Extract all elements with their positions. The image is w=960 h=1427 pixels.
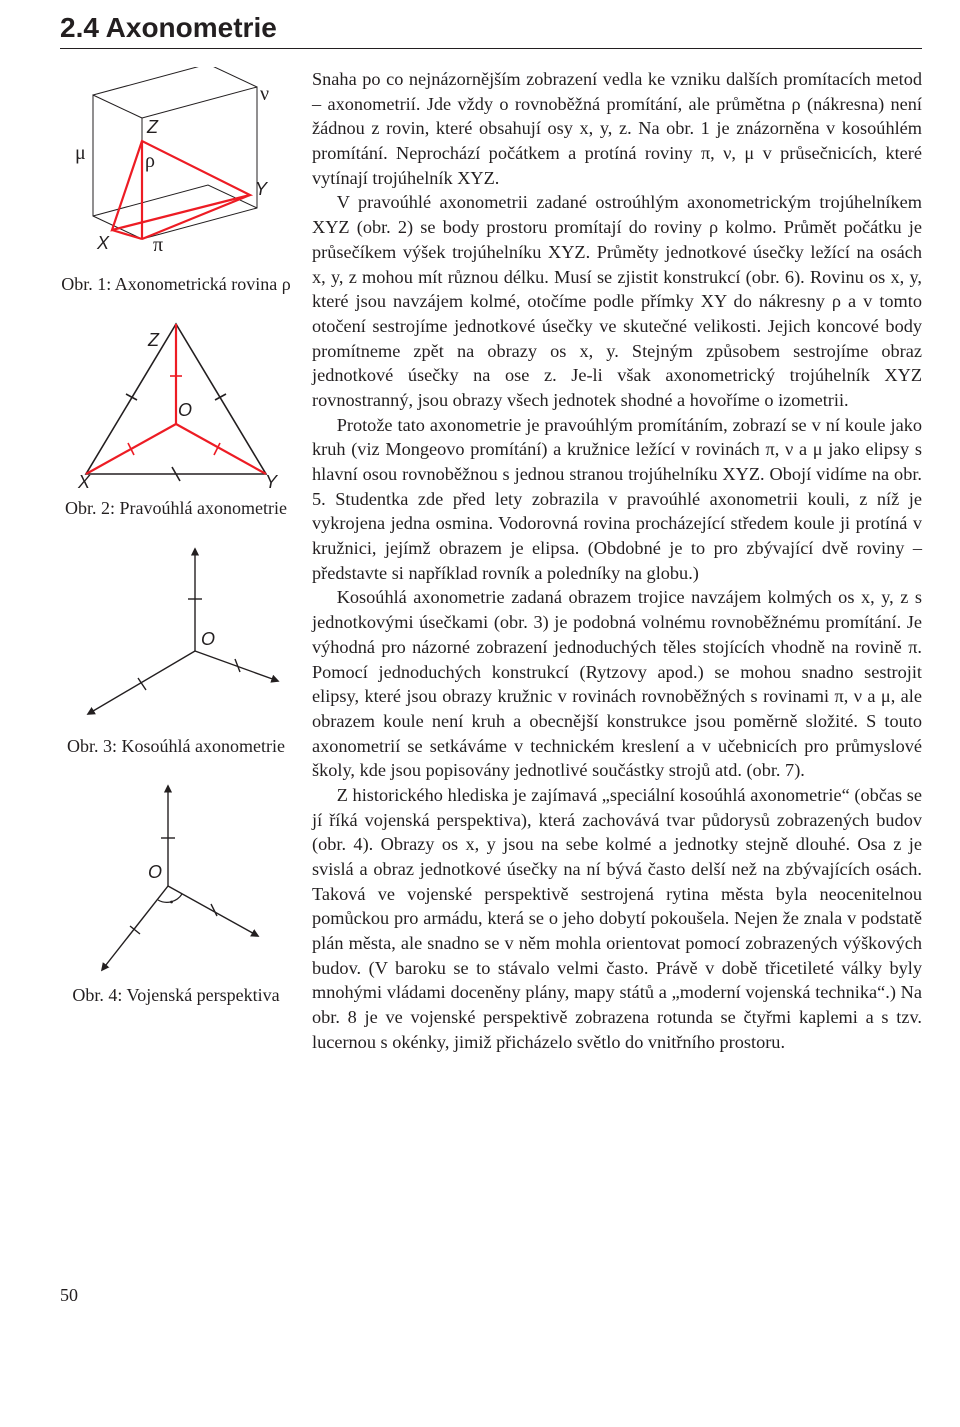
para-5: Z historického hlediska je zajímavá „spe… [312,783,922,1055]
fig2-label-Z: Z [147,330,160,350]
page-number: 50 [60,1285,922,1306]
para-3: Protože tato axonometrie je pravoúhlým p… [312,413,922,586]
para-4: Kosoúhlá axonometrie zadaná obrazem troj… [312,585,922,783]
figure-4-svg: O [60,778,292,978]
para-2: V pravoúhlé axonometrii zadané ostroúhlý… [312,190,922,412]
body-text: Snaha po co nejnázornějším zobrazení ved… [312,67,922,1055]
fig4-label-O: O [148,862,162,882]
para-1: Snaha po co nejnázornějším zobrazení ved… [312,67,922,190]
figure-1-caption: Obr. 1: Axonometrická rovina ρ [61,273,290,296]
fig3-label-O: O [201,629,215,649]
fig1-label-nu: ν [260,83,269,105]
figure-3-svg: O [60,539,292,729]
section-rule [60,48,922,49]
figure-2-svg: Z X Y O [60,316,292,491]
figure-1-svg: Z X Y μ ν ρ π [60,67,292,267]
fig2-label-X: X [77,472,91,491]
fig2-label-O: O [178,400,192,420]
fig1-label-X: X [96,233,110,253]
section-title: 2.4 Axonometrie [60,12,922,44]
fig2-label-Y: Y [265,472,279,491]
figures-column: Z X Y μ ν ρ π Obr. 1: Axonometrická rovi… [60,67,292,1026]
fig1-label-Z: Z [146,117,159,137]
figure-3: O Obr. 3: Kosoúhlá axonometrie [60,539,292,758]
figure-3-caption: Obr. 3: Kosoúhlá axonometrie [67,735,285,758]
content-row: Z X Y μ ν ρ π Obr. 1: Axonometrická rovi… [60,67,922,1055]
figure-4-caption: Obr. 4: Vojenská perspektiva [72,984,279,1007]
fig1-label-mu: μ [75,142,86,164]
figure-2-caption: Obr. 2: Pravoúhlá axonometrie [65,497,287,520]
fig1-label-rho: ρ [145,150,155,172]
figure-2: Z X Y O Obr. 2: Pravoúhlá axonometrie [60,316,292,520]
figure-1: Z X Y μ ν ρ π Obr. 1: Axonometrická rovi… [60,67,292,296]
fig1-label-pi: π [153,234,163,256]
figure-4: O Obr. 4: Vojenská perspektiva [60,778,292,1007]
fig1-label-Y: Y [255,179,269,199]
